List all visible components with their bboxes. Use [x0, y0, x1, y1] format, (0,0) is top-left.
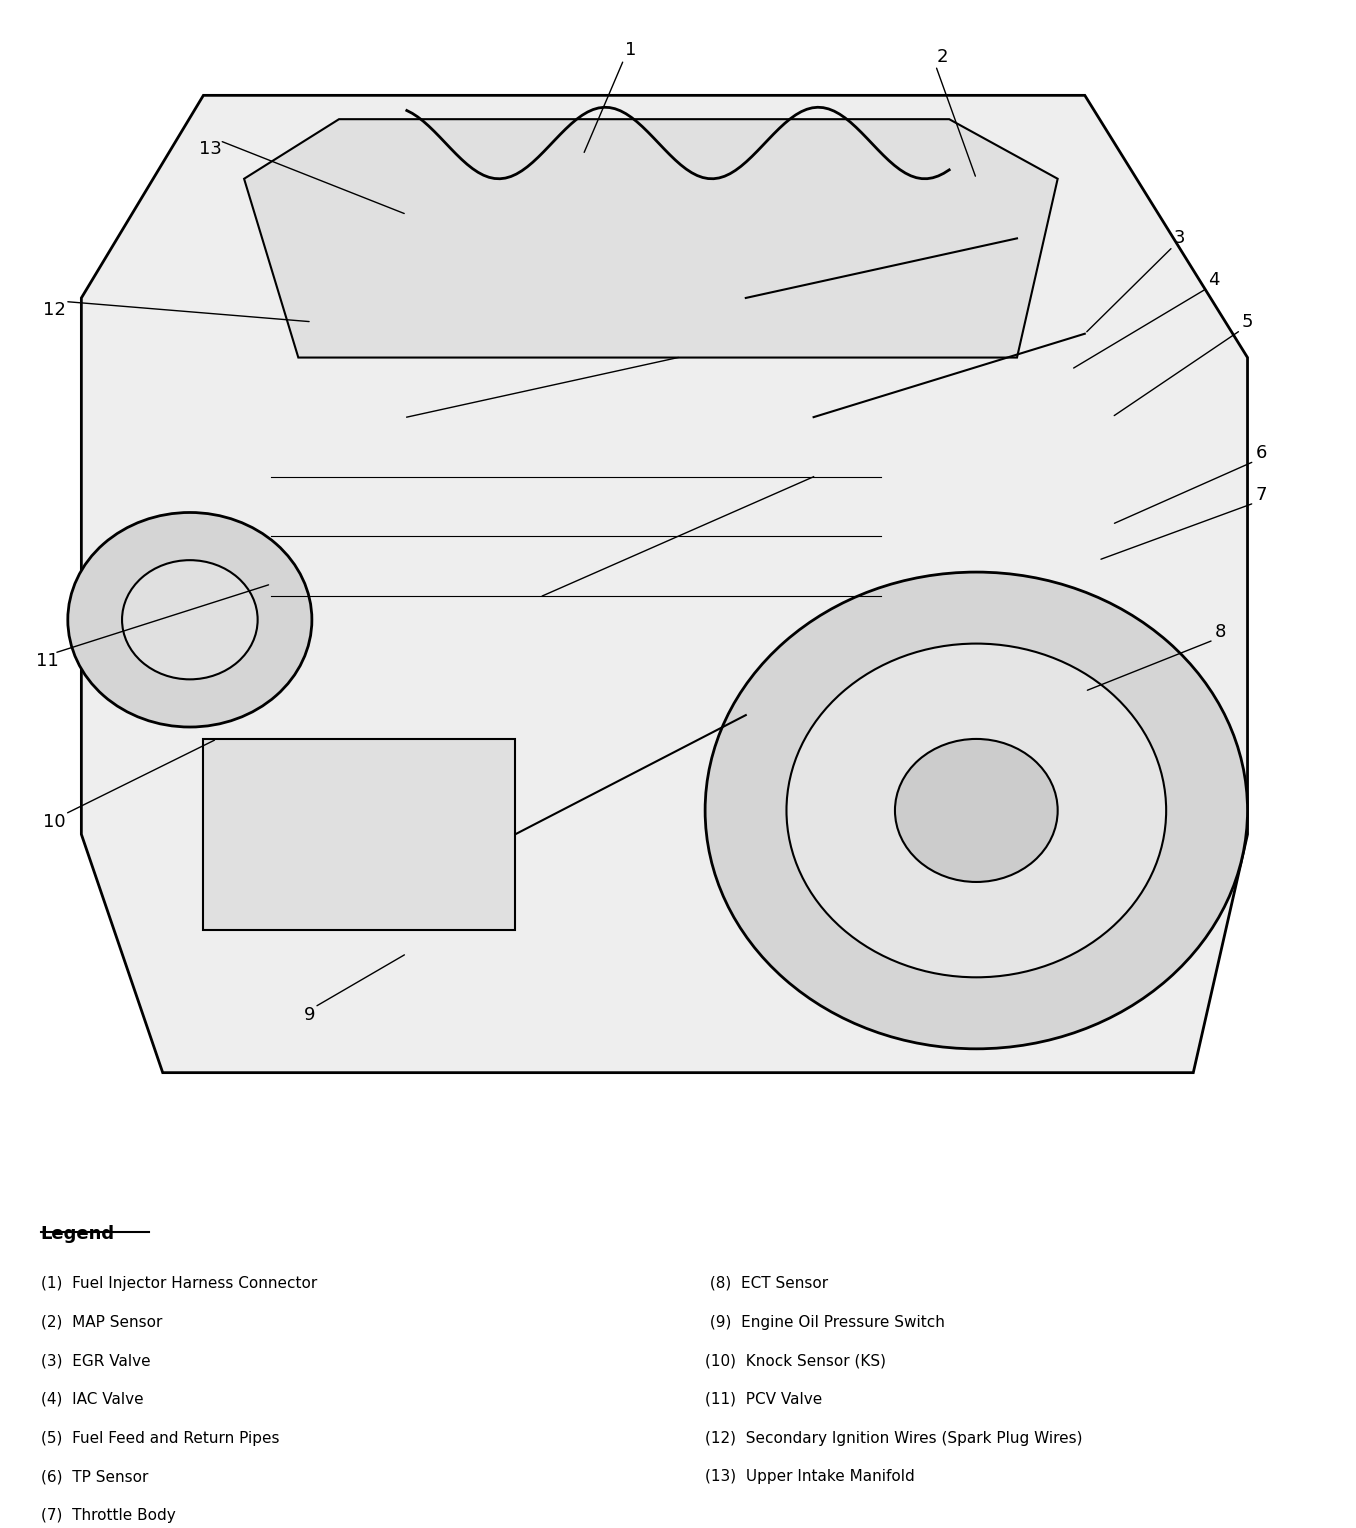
Text: 12: 12: [43, 301, 65, 319]
Text: 11: 11: [37, 652, 58, 671]
Text: 8: 8: [1215, 623, 1226, 640]
Text: (4)  IAC Valve: (4) IAC Valve: [41, 1392, 144, 1407]
Text: (3)  EGR Valve: (3) EGR Valve: [41, 1354, 151, 1368]
Text: 1: 1: [625, 41, 636, 60]
Text: 6: 6: [1256, 445, 1267, 461]
Text: Legend: Legend: [41, 1225, 115, 1244]
Text: (1)  Fuel Injector Harness Connector: (1) Fuel Injector Harness Connector: [41, 1276, 317, 1291]
Text: 4: 4: [1208, 270, 1219, 289]
Text: (7)  Throttle Body: (7) Throttle Body: [41, 1508, 175, 1523]
Text: 9: 9: [304, 1007, 315, 1024]
Polygon shape: [81, 95, 1248, 1073]
Text: (8)  ECT Sensor: (8) ECT Sensor: [705, 1276, 829, 1291]
Text: 13: 13: [199, 141, 221, 157]
Circle shape: [786, 643, 1166, 978]
Text: 2: 2: [937, 49, 948, 66]
Circle shape: [705, 571, 1248, 1048]
Circle shape: [68, 512, 312, 727]
Text: 5: 5: [1242, 313, 1253, 330]
Text: (11)  PCV Valve: (11) PCV Valve: [705, 1392, 822, 1407]
Text: 3: 3: [1174, 229, 1185, 248]
Text: (2)  MAP Sensor: (2) MAP Sensor: [41, 1314, 163, 1329]
Text: 7: 7: [1256, 486, 1267, 504]
Text: (13)  Upper Intake Manifold: (13) Upper Intake Manifold: [705, 1470, 915, 1484]
Polygon shape: [244, 119, 1058, 358]
Text: (12)  Secondary Ignition Wires (Spark Plug Wires): (12) Secondary Ignition Wires (Spark Plu…: [705, 1430, 1082, 1445]
Text: (5)  Fuel Feed and Return Pipes: (5) Fuel Feed and Return Pipes: [41, 1430, 279, 1445]
Circle shape: [122, 561, 258, 680]
Text: (9)  Engine Oil Pressure Switch: (9) Engine Oil Pressure Switch: [705, 1314, 945, 1329]
Text: (10)  Knock Sensor (KS): (10) Knock Sensor (KS): [705, 1354, 885, 1368]
Text: (6)  TP Sensor: (6) TP Sensor: [41, 1470, 148, 1484]
Polygon shape: [203, 740, 515, 929]
Text: 10: 10: [43, 813, 65, 831]
Circle shape: [895, 740, 1058, 882]
